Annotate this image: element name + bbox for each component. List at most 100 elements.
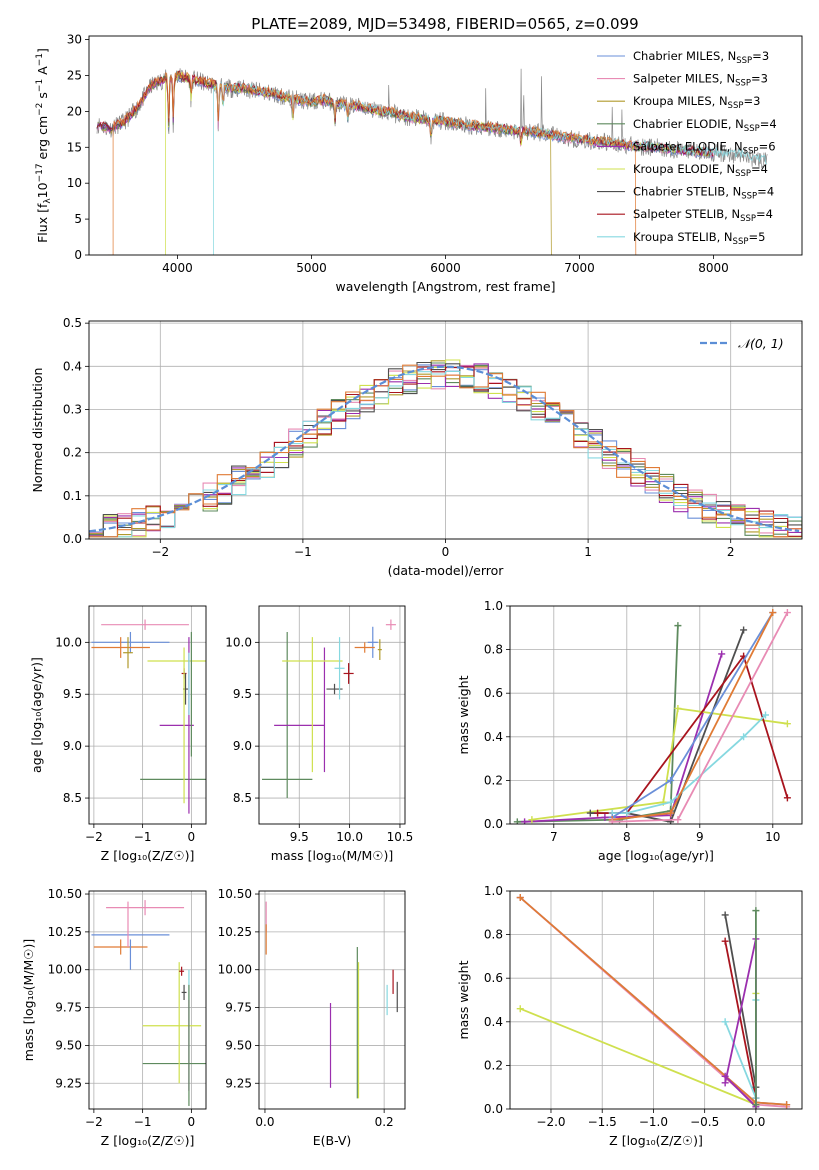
y-axis-label-part: −1 [35, 79, 45, 92]
x-tick-label: 0 [442, 545, 450, 559]
weight-point-marker [752, 1101, 760, 1109]
x-tick-label: 6000 [430, 261, 461, 275]
residual-step-histogram [89, 364, 802, 538]
y-tick-label: 0.4 [63, 359, 82, 373]
y-tick-label: 0.6 [484, 686, 503, 700]
y-tick-label: 0.5 [63, 316, 82, 330]
weight-series-line [724, 914, 757, 1088]
y-tick-label: 5 [74, 212, 82, 226]
weight-point-marker [752, 907, 760, 915]
x-tick-label: 9.5 [290, 830, 309, 844]
x-tick-label: −1 [134, 1115, 152, 1129]
weight-series-line [531, 707, 788, 821]
y-tick-label: 0.4 [484, 730, 503, 744]
legend-eq: = [751, 72, 761, 86]
errorbar-points [91, 900, 206, 1106]
x-tick-label: −1.5 [588, 1115, 617, 1129]
weight-series-line [612, 612, 774, 821]
y-tick-label: 0.3 [63, 402, 82, 416]
legend-entry: Kroupa ELODIE, NSSP=4 [633, 162, 768, 179]
weight-point-marker [667, 798, 675, 806]
y-tick-label: 0.6 [484, 971, 503, 985]
y-tick-label: 1.0 [484, 884, 503, 898]
y-tick-label: 0.4 [484, 1015, 503, 1029]
legend-eq: = [743, 94, 753, 108]
y-axis-label: age [log₁₀(age/yr)] [29, 657, 44, 773]
x-tick-label: 7000 [564, 261, 595, 275]
model-spectrum-line [160, 72, 714, 255]
weight-point-marker [783, 794, 791, 802]
y-tick-label: 15 [67, 140, 82, 154]
weight-point-marker [513, 818, 521, 824]
spectrum-panel: 4000 5000 6000 7000 8000 0 5 10 15 20 25 30 waveleng… [35, 33, 803, 294]
weight-series-line [724, 940, 757, 1099]
y-tick-label: 0.8 [484, 643, 503, 657]
y-tick-label: 9.0 [233, 739, 252, 753]
y-tick-label: 20 [67, 104, 82, 118]
weight-point-marker [783, 609, 791, 617]
weight-point-marker [667, 776, 675, 784]
y-axis-label-part: erg cm [35, 116, 50, 164]
y-axis-label-part: λ [43, 198, 53, 204]
y-tick-label: 10.00 [48, 963, 82, 977]
legend-sub: SSP [735, 79, 751, 89]
weight-lines [513, 609, 791, 824]
y-axis-label: Flux [fλ10−17 erg cm−2 s−1 A−1] [35, 48, 53, 243]
axes-frame [258, 605, 406, 825]
y-tick-label: 10.50 [48, 887, 82, 901]
y-axis-label-part: ] [35, 48, 50, 53]
weight-point-marker [674, 816, 682, 824]
weight-lines [516, 894, 791, 1109]
y-tick-label: 9.50 [225, 1038, 252, 1052]
weight-point-marker [528, 816, 536, 824]
model-spectrum-line [107, 70, 639, 255]
axes-frame [88, 35, 803, 256]
y-tick-label: 0.2 [484, 1058, 503, 1072]
y-tick-label: 25 [67, 68, 82, 82]
x-tick-label: −0.5 [690, 1115, 719, 1129]
x-tick-label: 5000 [296, 261, 327, 275]
axes-frame [258, 890, 406, 1110]
x-tick-label: −1.0 [639, 1115, 668, 1129]
y-axis-label: Normed distribution [30, 368, 45, 493]
weight-point-marker [762, 711, 769, 719]
y-axis-label-part: A [35, 66, 50, 79]
weight-point-marker [594, 809, 602, 817]
y-tick-label: 9.25 [55, 1076, 82, 1090]
legend-nssp: 4 [767, 185, 774, 199]
weight-point-marker [721, 937, 729, 945]
x-axis-label: mass [log₁₀(M/M☉)] [271, 848, 393, 863]
legend-sub: SSP [728, 101, 744, 111]
weight-point-marker [721, 911, 729, 919]
y-axis-label-part: −1 [35, 53, 45, 66]
legend-nssp: 4 [769, 117, 776, 131]
y-axis-label-part: s [35, 92, 50, 103]
weight-point-marker [521, 818, 529, 824]
y-axis-label: mass weight [456, 675, 471, 754]
y-tick-label: 0 [74, 248, 82, 262]
y-tick-label: 0.1 [63, 489, 82, 503]
legend-sub: SSP [736, 56, 752, 66]
y-tick-label: 0.0 [484, 817, 503, 831]
x-tick-label: 0.2 [375, 1115, 394, 1129]
x-tick-label: 0 [188, 830, 196, 844]
weight-point-marker [783, 1101, 791, 1109]
x-tick-label: 10 [765, 830, 780, 844]
x-tick-label: 2 [727, 545, 735, 559]
legend-nssp: 5 [758, 230, 765, 244]
weight-series-line [519, 993, 757, 1106]
legend-label: Salpeter ELODIE, N [633, 139, 743, 153]
legend-entry: Salpeter MILES, NSSP=3 [633, 72, 768, 89]
weight-point-marker [769, 609, 777, 617]
legend-sub: SSP [740, 214, 756, 224]
x-axis-label: Z [log₁₀(Z/Z☉)] [101, 1133, 195, 1148]
legend-entry: Salpeter STELIB, NSSP=4 [633, 207, 773, 224]
x-tick-label: −2 [151, 545, 169, 559]
y-tick-label: 9.5 [63, 687, 82, 701]
y-tick-label: 10.25 [218, 925, 252, 939]
legend-sub: SSP [743, 146, 759, 156]
y-tick-label: 9.50 [55, 1038, 82, 1052]
normal-distribution-curve [89, 365, 800, 533]
spectrum-lines [96, 68, 768, 255]
x-tick-label: −2.0 [536, 1115, 565, 1129]
